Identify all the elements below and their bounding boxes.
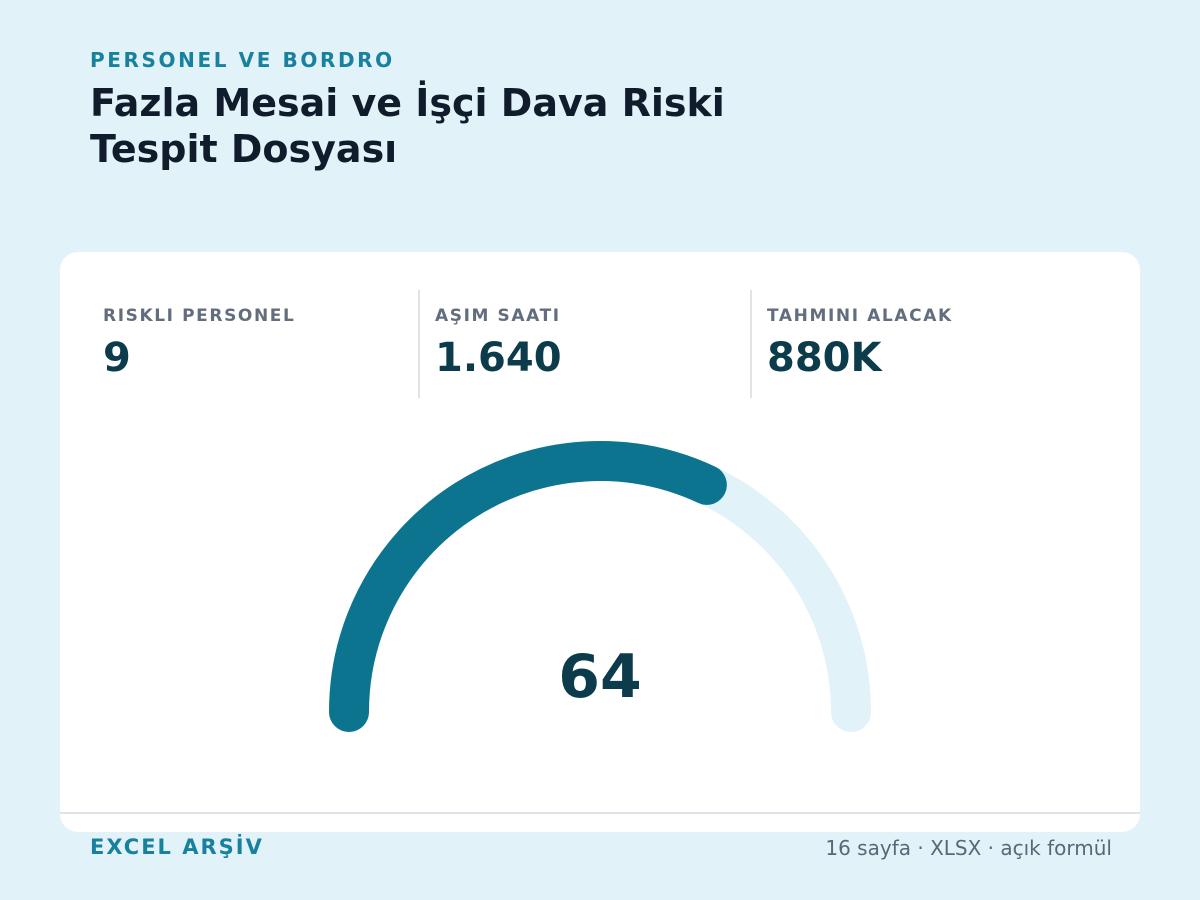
stat-label: RISKLI PERSONEL bbox=[103, 306, 296, 326]
card-divider bbox=[60, 812, 1140, 814]
footer-brand: EXCEL ARŞİV bbox=[90, 835, 264, 859]
stat-estimated-receivable: TAHMINI ALACAK 880K bbox=[750, 290, 1080, 398]
stat-value: 1.640 bbox=[435, 335, 562, 381]
stat-label: AŞIM SAATI bbox=[435, 306, 561, 326]
stat-value: 9 bbox=[103, 335, 131, 381]
page-title: Fazla Mesai ve İşçi Dava Riski Tespit Do… bbox=[90, 81, 725, 171]
gauge-value: 64 bbox=[558, 642, 642, 712]
stat-label: TAHMINI ALACAK bbox=[767, 306, 953, 326]
category-label: PERSONEL VE BORDRO bbox=[90, 48, 395, 72]
gauge-svg bbox=[329, 441, 871, 732]
risk-gauge: 64 bbox=[60, 252, 1140, 832]
stat-risky-personnel: RISKLI PERSONEL 9 bbox=[88, 290, 418, 398]
stat-value: 880K bbox=[767, 335, 882, 381]
gauge-fill bbox=[329, 441, 727, 732]
summary-card: RISKLI PERSONEL 9 AŞIM SAATI 1.640 TAHMI… bbox=[60, 252, 1140, 832]
footer-meta: 16 sayfa · XLSX · açık formül bbox=[825, 836, 1112, 860]
stat-overtime-hours: AŞIM SAATI 1.640 bbox=[418, 290, 750, 398]
